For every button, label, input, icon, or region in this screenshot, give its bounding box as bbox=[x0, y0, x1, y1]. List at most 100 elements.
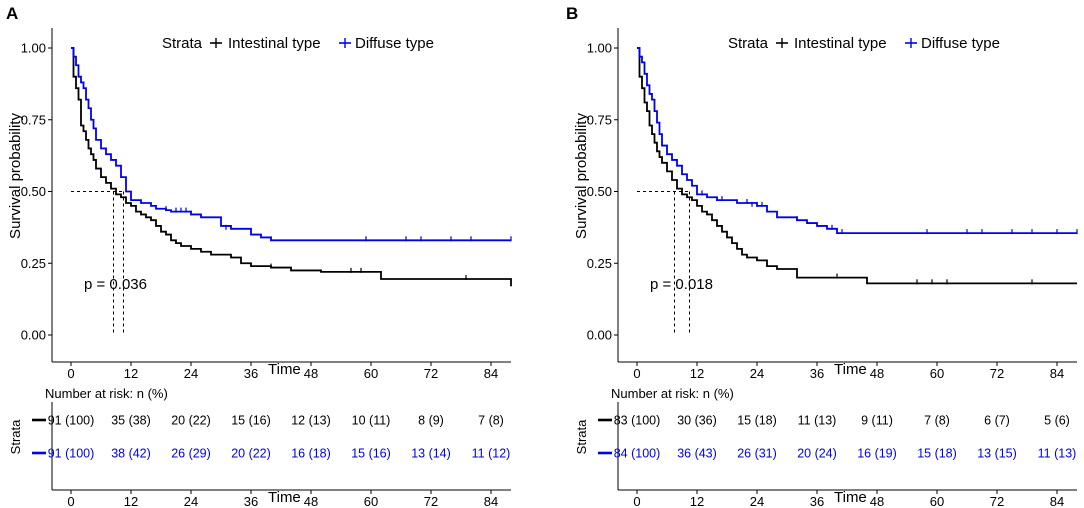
survival-curve-diffuse bbox=[71, 47, 511, 242]
legend-label-diffuse: Diffuse type bbox=[921, 35, 1000, 52]
x-axis-label: Time bbox=[268, 361, 301, 378]
x-tick-label: 84 bbox=[484, 366, 498, 381]
risk-x-tick-label: 24 bbox=[184, 494, 198, 508]
y-tick-label: 0.00 bbox=[21, 328, 46, 343]
survival-curve-intestinal bbox=[637, 47, 1077, 285]
risk-cell: 11 (12) bbox=[472, 447, 511, 461]
x-tick-label: 72 bbox=[990, 366, 1004, 381]
y-tick-label: 0.75 bbox=[21, 112, 46, 127]
risk-cell: 13 (15) bbox=[977, 447, 1017, 461]
survival-curve-intestinal bbox=[71, 47, 512, 287]
y-tick-label: 1.00 bbox=[21, 41, 46, 56]
panel-b: B 0.00 0.25 0.50 0.75 1.00 Survival probabilit… bbox=[566, 4, 1078, 508]
risk-table: Number at risk: n (%) 91 (100) 35 (38) 20 (… bbox=[8, 386, 511, 508]
x-tick-label: 72 bbox=[424, 366, 438, 381]
risk-cell: 9 (11) bbox=[861, 414, 893, 428]
risk-cell: 15 (16) bbox=[351, 447, 391, 461]
risk-x-tick-label: 84 bbox=[1050, 494, 1064, 508]
risk-cell: 83 (100) bbox=[614, 414, 661, 428]
x-tick-label: 84 bbox=[1050, 366, 1064, 381]
risk-cell: 10 (11) bbox=[352, 414, 391, 428]
risk-cell: 11 (13) bbox=[1038, 447, 1077, 461]
panel-letter: B bbox=[566, 4, 578, 23]
x-tick-label: 24 bbox=[184, 366, 198, 381]
risk-cell: 11 (13) bbox=[798, 414, 837, 428]
risk-cell: 36 (43) bbox=[677, 447, 717, 461]
risk-x-axis-label: Time bbox=[268, 489, 301, 506]
x-tick-label: 48 bbox=[304, 366, 318, 381]
risk-cell: 20 (22) bbox=[171, 414, 211, 428]
y-axis-label: Survival probability bbox=[7, 113, 24, 239]
risk-cell: 84 (100) bbox=[614, 447, 661, 461]
x-tick-label: 60 bbox=[364, 366, 378, 381]
x-axis-label: Time bbox=[834, 361, 867, 378]
legend-label-diffuse: Diffuse type bbox=[355, 35, 434, 52]
risk-cell: 16 (19) bbox=[857, 447, 897, 461]
risk-x-tick-label: 84 bbox=[484, 494, 498, 508]
y-tick-label: 0.50 bbox=[21, 184, 46, 199]
risk-cell: 26 (31) bbox=[737, 447, 777, 461]
y-tick-label: 0.00 bbox=[587, 328, 612, 343]
risk-table-title: Number at risk: n (%) bbox=[611, 386, 734, 401]
risk-cell: 7 (8) bbox=[478, 414, 504, 428]
y-tick-label: 0.50 bbox=[587, 184, 612, 199]
risk-cell: 15 (18) bbox=[917, 447, 957, 461]
x-tick-label: 12 bbox=[690, 366, 704, 381]
risk-cell: 7 (8) bbox=[924, 414, 950, 428]
risk-x-tick-label: 36 bbox=[810, 494, 824, 508]
x-tick-label: 36 bbox=[244, 366, 258, 381]
y-tick-label: 0.25 bbox=[21, 256, 46, 271]
x-tick-label: 0 bbox=[633, 366, 640, 381]
legend-title: Strata bbox=[162, 35, 203, 52]
risk-x-tick-label: 60 bbox=[364, 494, 378, 508]
risk-cell: 35 (38) bbox=[111, 414, 151, 428]
panel-a: A 0.00 0.25 0.50 0.75 1.00 Survival probabilit… bbox=[6, 4, 512, 508]
x-tick-label: 36 bbox=[810, 366, 824, 381]
risk-cell: 16 (18) bbox=[291, 447, 331, 461]
risk-x-axis-label: Time bbox=[834, 489, 867, 506]
panel-letter: A bbox=[6, 4, 18, 23]
risk-x-tick-label: 48 bbox=[304, 494, 318, 508]
p-value: p = 0.036 bbox=[84, 276, 147, 293]
risk-x-tick-label: 60 bbox=[930, 494, 944, 508]
survival-curve-diffuse bbox=[637, 47, 1077, 235]
risk-x-tick-label: 24 bbox=[750, 494, 764, 508]
risk-cell: 20 (24) bbox=[797, 447, 837, 461]
x-tick-label: 0 bbox=[67, 366, 74, 381]
y-axis-label: Survival probability bbox=[573, 113, 590, 239]
risk-cell: 12 (13) bbox=[291, 414, 331, 428]
risk-cell: 91 (100) bbox=[48, 447, 95, 461]
risk-cell: 38 (42) bbox=[111, 447, 151, 461]
risk-cell: 6 (7) bbox=[984, 414, 1010, 428]
risk-cell: 5 (6) bbox=[1044, 414, 1070, 428]
risk-x-tick-label: 12 bbox=[690, 494, 704, 508]
legend-label-intestinal: Intestinal type bbox=[794, 35, 887, 52]
risk-cell: 91 (100) bbox=[48, 414, 95, 428]
legend-title: Strata bbox=[728, 35, 769, 52]
y-tick-label: 0.25 bbox=[587, 256, 612, 271]
x-tick-label: 48 bbox=[870, 366, 884, 381]
y-tick-label: 0.75 bbox=[587, 112, 612, 127]
risk-cell: 15 (18) bbox=[737, 414, 777, 428]
risk-x-tick-label: 0 bbox=[67, 494, 74, 508]
x-tick-label: 12 bbox=[124, 366, 138, 381]
risk-cell: 20 (22) bbox=[231, 447, 271, 461]
legend: Strata Intestinal type Diffuse type bbox=[162, 35, 434, 52]
x-tick-label: 24 bbox=[750, 366, 764, 381]
risk-cell: 30 (36) bbox=[677, 414, 717, 428]
y-tick-label: 1.00 bbox=[587, 41, 612, 56]
legend: Strata Intestinal type Diffuse type bbox=[728, 35, 1000, 52]
risk-x-tick-label: 72 bbox=[990, 494, 1004, 508]
risk-x-tick-label: 0 bbox=[633, 494, 640, 508]
risk-cell: 8 (9) bbox=[418, 414, 444, 428]
risk-x-tick-label: 48 bbox=[870, 494, 884, 508]
risk-x-tick-label: 12 bbox=[124, 494, 138, 508]
risk-x-tick-label: 36 bbox=[244, 494, 258, 508]
risk-cell: 26 (29) bbox=[171, 447, 211, 461]
risk-cell: 13 (14) bbox=[411, 447, 451, 461]
x-tick-label: 60 bbox=[930, 366, 944, 381]
risk-x-tick-label: 72 bbox=[424, 494, 438, 508]
risk-table: Number at risk: n (%) 83 (100) 30 (36) 15 (… bbox=[574, 386, 1077, 508]
risk-strata-label: Strata bbox=[574, 419, 589, 454]
